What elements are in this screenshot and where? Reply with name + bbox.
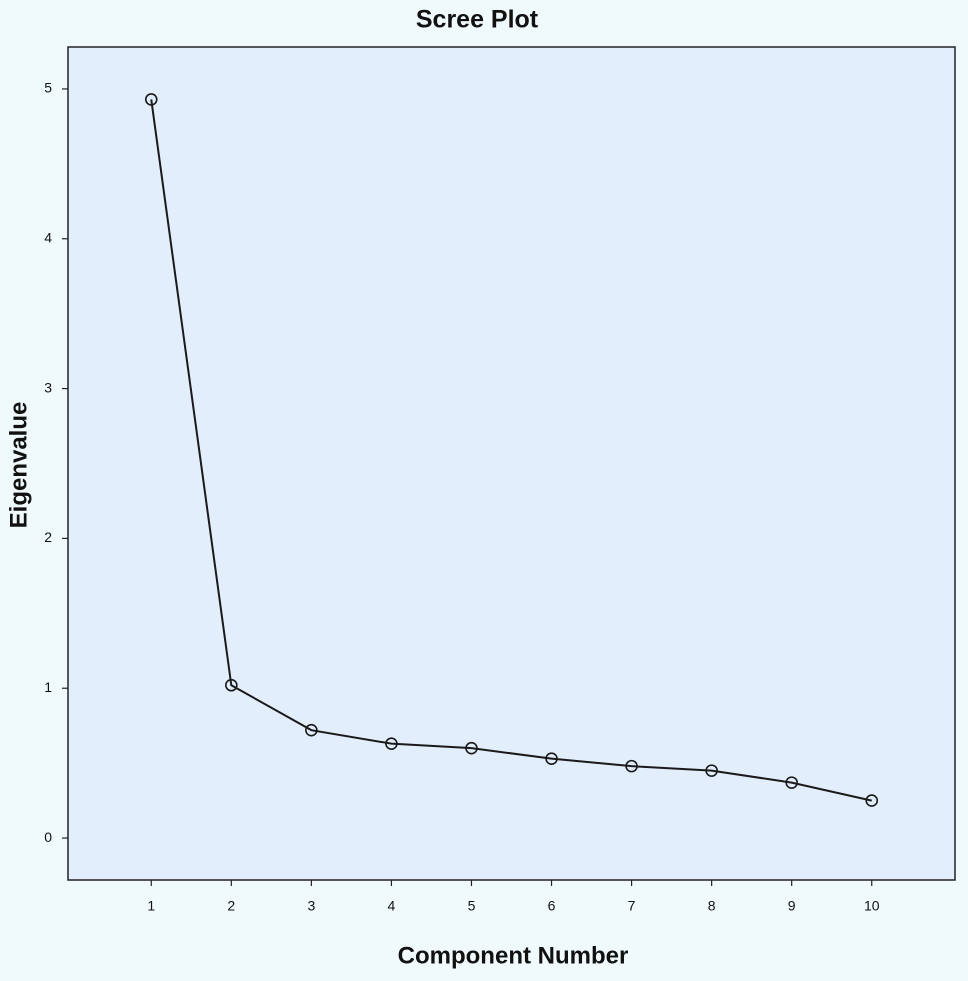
x-tick-label: 9	[788, 898, 796, 914]
y-tick-label: 0	[44, 829, 52, 845]
x-axis-title: Component Number	[398, 942, 629, 969]
y-tick-label: 3	[44, 379, 52, 395]
x-tick-label: 7	[628, 898, 636, 914]
y-tick-label: 5	[44, 80, 52, 96]
point-marker	[385, 737, 398, 750]
chart-title: Scree Plot	[416, 6, 539, 34]
y-tick-label: 4	[44, 229, 52, 245]
point-marker	[465, 741, 478, 755]
y-axis-title: Eigenvalue	[5, 402, 32, 529]
x-tick-label: 2	[227, 898, 235, 914]
x-tick-label: 8	[708, 898, 716, 914]
point-marker	[625, 759, 638, 773]
point-marker	[705, 764, 718, 777]
point-marker	[785, 776, 798, 789]
line	[150, 99, 872, 802]
x-tick-label: 1	[147, 898, 155, 914]
x-tick-label: 5	[468, 898, 476, 914]
point-marker	[545, 752, 558, 765]
y-tick-label: 2	[44, 529, 52, 545]
y-tick-label: 1	[44, 679, 52, 695]
point-marker	[225, 678, 238, 692]
x-tick-label: 4	[388, 898, 396, 914]
x-tick-label: 6	[548, 898, 556, 914]
x-tick-label: 10	[864, 898, 880, 914]
point-marker	[144, 93, 158, 106]
point-marker	[865, 794, 879, 807]
x-tick-label: 3	[307, 898, 315, 914]
point-marker	[305, 723, 318, 737]
plot-area	[67, 46, 956, 881]
